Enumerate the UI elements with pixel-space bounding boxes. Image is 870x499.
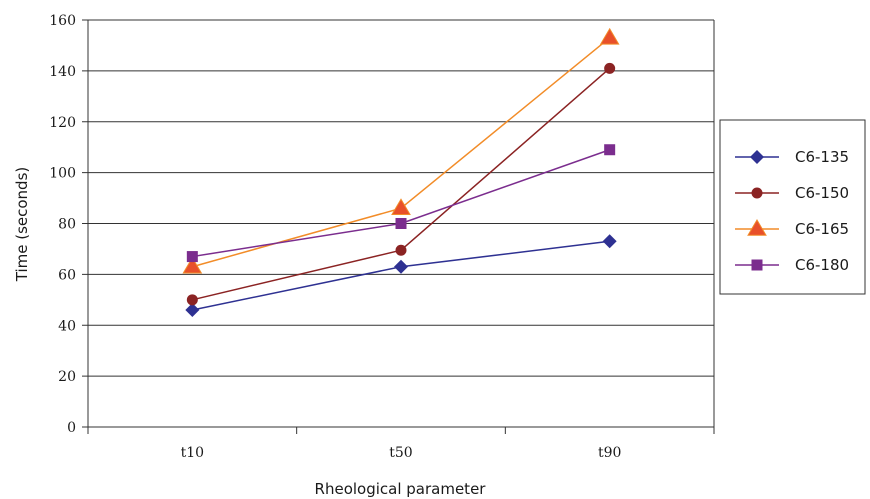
legend-item-c6-135: C6-135 bbox=[735, 148, 849, 166]
data-point-c6-165 bbox=[182, 256, 203, 274]
series-line-c6-165 bbox=[192, 37, 611, 268]
series-c6-135 bbox=[185, 234, 617, 317]
data-point-c6-150 bbox=[604, 62, 616, 74]
legend-label-c6-150: C6-150 bbox=[795, 184, 849, 202]
legend-item-c6-180: C6-180 bbox=[735, 256, 849, 274]
grid-lines bbox=[88, 19, 714, 377]
y-tick-labels: 0 20 40 60 80 100 120 140 160 bbox=[49, 13, 76, 436]
legend-item-c6-150: C6-150 bbox=[735, 184, 849, 202]
legend-marker-c6-135 bbox=[750, 150, 764, 164]
y-tick-label: 60 bbox=[58, 267, 76, 283]
data-point-c6-180 bbox=[186, 251, 198, 263]
x-tick-label: t10 bbox=[181, 445, 204, 461]
x-tick-label: t50 bbox=[389, 445, 412, 461]
y-tick-label: 120 bbox=[49, 115, 76, 131]
x-axis-label: Rheological parameter bbox=[315, 480, 487, 498]
x-tick-labels: t10 t50 t90 bbox=[181, 445, 622, 461]
y-tick-label: 100 bbox=[49, 166, 76, 182]
series-c6-150 bbox=[186, 62, 616, 306]
series-group bbox=[182, 27, 620, 317]
data-point-c6-150 bbox=[186, 294, 198, 306]
legend-label-c6-165: C6-165 bbox=[795, 220, 849, 238]
legend-marker-c6-150 bbox=[751, 187, 763, 199]
y-axis-label: Time (seconds) bbox=[13, 167, 31, 283]
data-point-c6-135 bbox=[602, 234, 617, 249]
y-tick-label: 20 bbox=[58, 369, 76, 385]
data-point-c6-135 bbox=[394, 259, 408, 274]
legend-label-c6-135: C6-135 bbox=[795, 148, 849, 166]
legend-item-c6-165: C6-165 bbox=[735, 219, 849, 238]
x-tick-label: t90 bbox=[598, 445, 621, 461]
legend-label-c6-180: C6-180 bbox=[795, 256, 849, 274]
series-c6-165 bbox=[182, 27, 620, 274]
y-tick-label: 160 bbox=[49, 13, 76, 29]
y-tick-label: 40 bbox=[58, 318, 76, 334]
y-tick-label: 140 bbox=[49, 64, 76, 80]
series-c6-180 bbox=[186, 144, 616, 263]
y-tick-label: 0 bbox=[67, 420, 76, 436]
legend-marker-c6-180 bbox=[751, 259, 763, 271]
data-point-c6-135 bbox=[185, 302, 200, 317]
data-point-c6-165 bbox=[391, 198, 411, 216]
data-point-c6-180 bbox=[395, 218, 407, 229]
legend-marker-c6-165 bbox=[747, 219, 767, 236]
legend: C6-135 C6-150 C6-165 C6-180 bbox=[719, 119, 866, 295]
y-tick-label: 80 bbox=[58, 217, 76, 233]
data-point-c6-150 bbox=[395, 244, 407, 256]
data-point-c6-165 bbox=[599, 27, 620, 45]
data-point-c6-180 bbox=[604, 144, 616, 156]
axes bbox=[82, 19, 715, 434]
